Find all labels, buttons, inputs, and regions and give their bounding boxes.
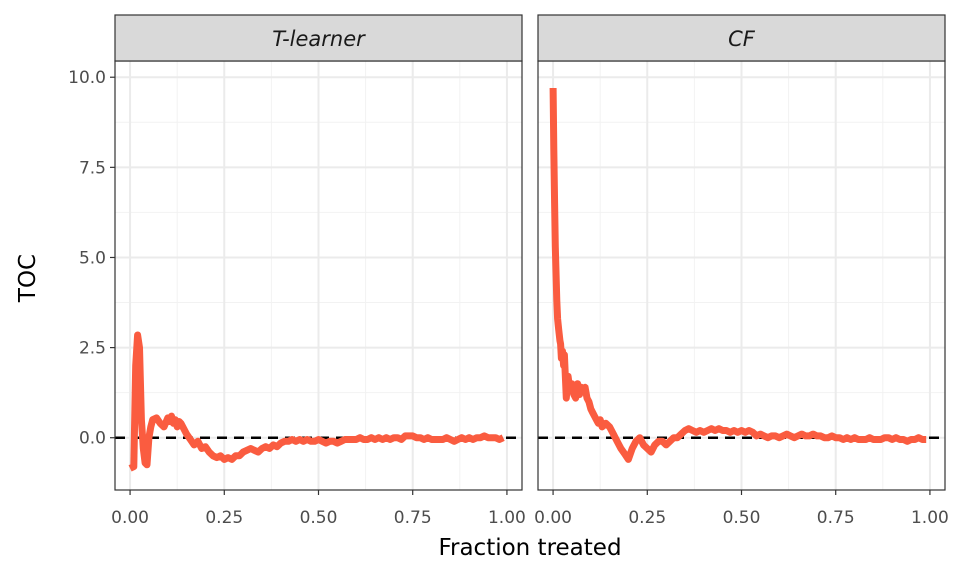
- x-tick-label: 0.50: [723, 508, 761, 528]
- x-tick-label: 0.00: [534, 508, 572, 528]
- y-tick-label: 10.0: [68, 68, 106, 88]
- y-tick-label: 2.5: [79, 339, 106, 359]
- tick-labels: T-learner 0.00 0.25 0.50 0.75 1.00 CF 0.00 0.25 0…: [68, 27, 949, 528]
- x-tick-label: 1.00: [488, 508, 526, 528]
- toc-curve-t-learner: [128, 331, 505, 472]
- y-tick-label: 5.0: [79, 248, 106, 268]
- facet-strip-title: T-learner: [272, 27, 366, 51]
- x-tick-label: 0.75: [394, 508, 432, 528]
- panel-frames: [110, 14, 946, 495]
- facet-strip: [537, 14, 946, 62]
- x-tick-label: 0.50: [300, 508, 338, 528]
- x-tick-label: 0.25: [628, 508, 666, 528]
- facet-strip-title: CF: [728, 27, 756, 51]
- y-axis-title: TOC: [15, 254, 41, 303]
- plot-data: [115, 87, 945, 472]
- toc-curve-cf: [549, 87, 927, 463]
- x-tick-label: 0.00: [111, 508, 149, 528]
- x-axis-title: Fraction treated: [438, 535, 621, 561]
- x-tick-label: 0.75: [817, 508, 855, 528]
- x-tick-label: 0.25: [205, 508, 243, 528]
- x-tick-label: 1.00: [911, 508, 949, 528]
- facet-strip: [114, 14, 523, 62]
- y-tick-label: 7.5: [79, 158, 106, 178]
- y-tick-label: 0.0: [79, 429, 106, 449]
- panel-backgrounds: [115, 61, 945, 490]
